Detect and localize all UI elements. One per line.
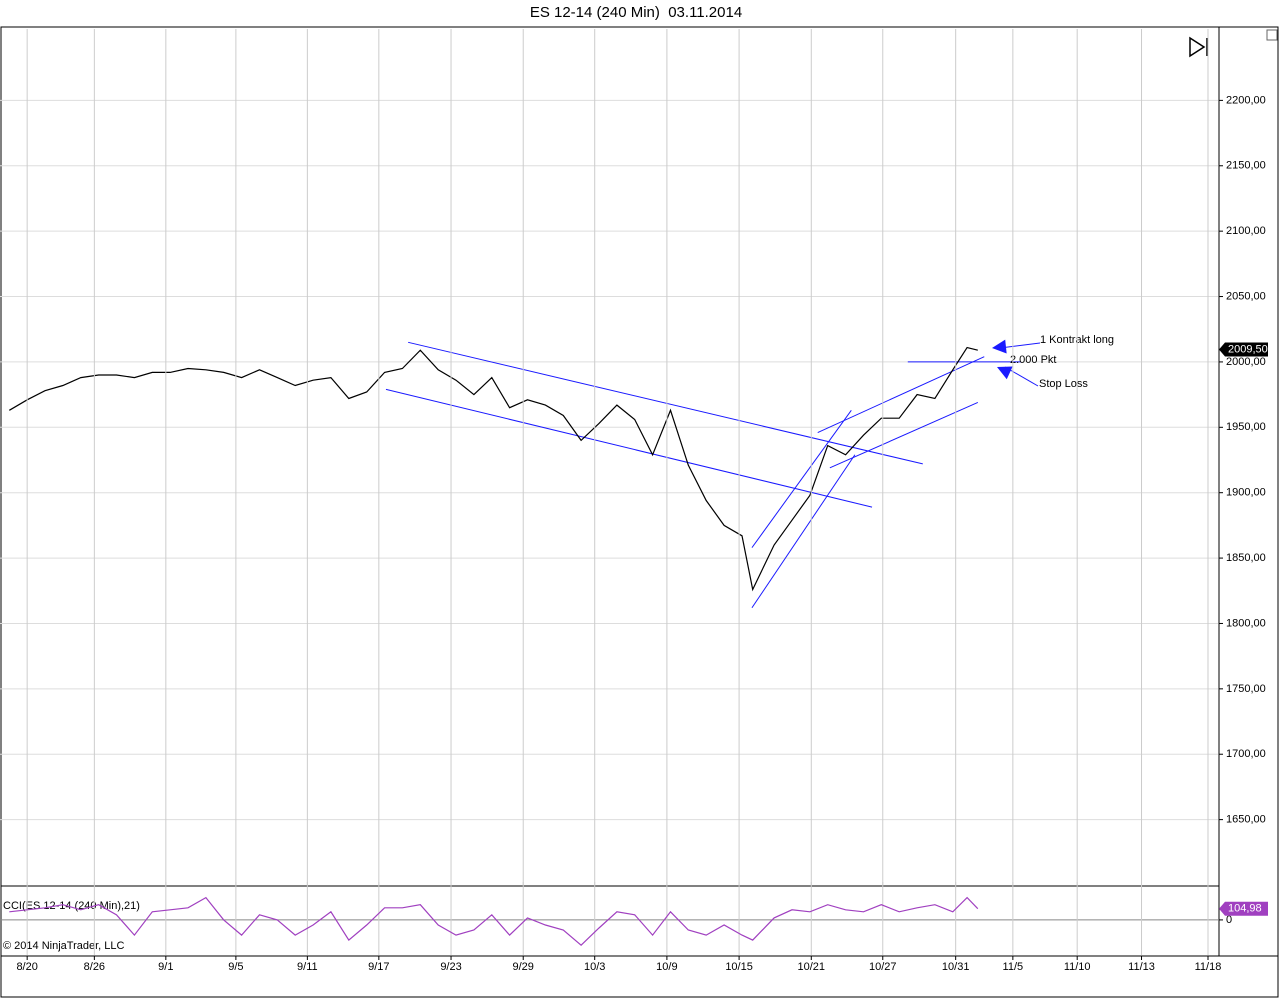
x-tick-label: 10/3	[584, 961, 605, 973]
x-tick-label: 10/27	[869, 961, 897, 973]
x-tick-label: 10/15	[725, 961, 753, 973]
y-tick-label: 2150,00	[1226, 160, 1266, 172]
copyright: © 2014 NinjaTrader, LLC	[3, 940, 124, 952]
x-tick-label: 9/11	[297, 961, 318, 973]
arrow-head	[992, 339, 1007, 354]
x-tick-label: 9/5	[228, 961, 243, 973]
marker-pointer	[1219, 342, 1268, 357]
y-tick-label: 2000,00	[1226, 356, 1266, 368]
x-tick-label: 8/20	[16, 961, 37, 973]
y-tick-label: 1700,00	[1226, 748, 1266, 760]
trend-line	[817, 356, 985, 433]
trend-line	[751, 410, 852, 548]
y-tick-label: 1800,00	[1226, 617, 1266, 629]
y-tick-label: 2050,00	[1226, 290, 1266, 302]
trend-line	[408, 341, 923, 465]
x-tick-label: 10/31	[942, 961, 970, 973]
frame	[0, 26, 1279, 998]
price-line	[9, 896, 979, 947]
y-tick-label: 1900,00	[1226, 487, 1266, 499]
y-tick-label: 1850,00	[1226, 552, 1266, 564]
annotation: 2.000 Pkt	[1010, 354, 1056, 366]
x-tick-label: 11/5	[1003, 961, 1024, 973]
marker-pointer	[1219, 901, 1268, 916]
scroll-end-icon[interactable]	[1189, 36, 1208, 58]
marker-label: 2009,50	[1228, 343, 1268, 355]
price-line	[8, 346, 978, 592]
x-tick-label: 10/21	[798, 961, 826, 973]
y-tick-label: 0	[1226, 914, 1232, 926]
x-tick-label: 10/9	[656, 961, 677, 973]
x-tick-label: 11/13	[1128, 961, 1155, 973]
annotation: Stop Loss	[1039, 378, 1088, 390]
y-tick-label: 1650,00	[1226, 814, 1266, 826]
marker-label: 104,98	[1228, 903, 1262, 915]
x-tick-label: 9/1	[158, 961, 173, 973]
x-tick-label: 9/29	[513, 961, 534, 973]
annotation-arrow	[999, 342, 1041, 349]
y-tick-label: 2100,00	[1226, 225, 1266, 237]
x-tick-label: 11/18	[1195, 961, 1222, 973]
y-tick-label: 1950,00	[1226, 421, 1266, 433]
x-tick-label: 11/10	[1064, 961, 1091, 973]
arrow-head	[997, 366, 1013, 380]
y-tick-label: 2200,00	[1226, 94, 1266, 106]
trend-line	[385, 388, 873, 508]
float-box[interactable]	[1266, 29, 1278, 41]
y-tick-label: 1750,00	[1226, 683, 1266, 695]
x-tick-label: 9/17	[368, 961, 389, 973]
trend-line	[829, 402, 979, 469]
trend-line	[751, 454, 856, 609]
x-tick-label: 9/23	[440, 961, 461, 973]
x-tick-label: 8/26	[84, 961, 105, 973]
chart-title: ES 12-14 (240 Min) 03.11.2014	[530, 4, 742, 21]
